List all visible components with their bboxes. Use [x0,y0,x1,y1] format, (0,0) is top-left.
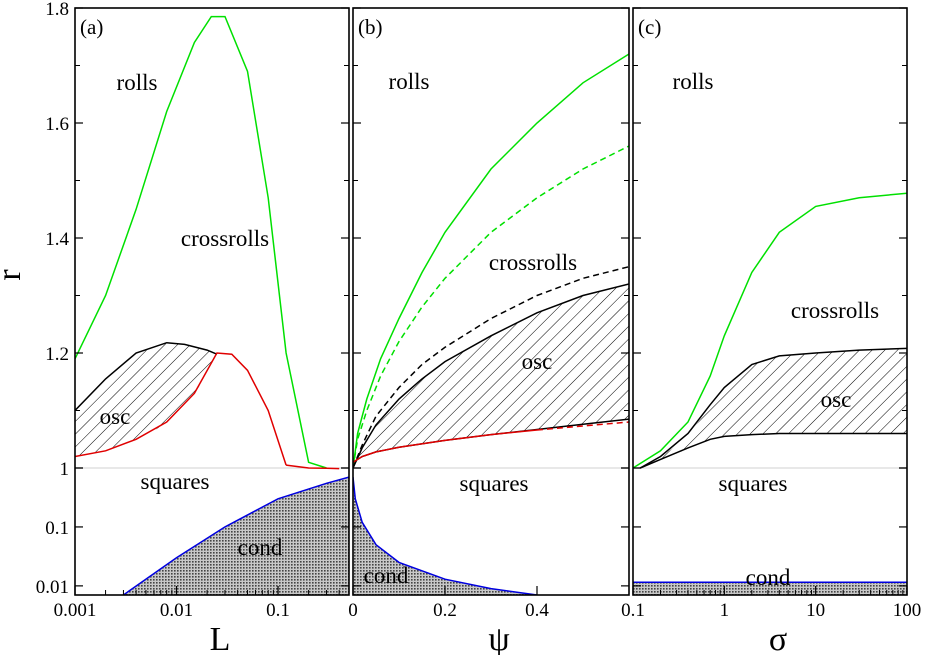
series-osc-upper [75,341,218,412]
cond-region-fill [123,477,349,595]
y-tick-label-log: 0.1 [45,518,69,539]
osc-region-hatch [75,342,217,457]
y-axis-label: r [0,269,28,281]
series-red-dashed [536,421,629,431]
x-tick-label: 0 [348,600,358,621]
region-label-osc: osc [100,404,131,429]
y-tick-label: 1.8 [45,0,69,20]
x-tick-label: 0.1 [621,600,645,621]
region-label-rolls: rolls [389,69,430,94]
series-osc-upper [353,283,629,469]
x-axis-label: ψ [488,621,509,655]
region-label-osc: osc [821,387,852,412]
cond-region-fill [353,477,537,595]
cond-region-fill [633,582,907,595]
region-label-crossrolls: crossrolls [489,250,577,275]
region-label-crossrolls: crossrolls [791,298,879,323]
x-tick-label: 0.2 [433,600,457,621]
y-tick-label: 1.2 [45,344,69,365]
osc-region-hatch [640,348,907,468]
panel-label: (a) [80,15,103,39]
region-label-cond: cond [364,563,409,588]
panel-frame [352,7,630,596]
series-cond-boundary [120,476,349,595]
panel-3: 0.1 1 10 100 σ (c) rolls crossrolls osc squares co… [621,7,922,655]
region-label-crossrolls: crossrolls [181,226,269,251]
panel-frame [74,7,350,596]
series-osc-upper [639,347,907,469]
region-label-cond: cond [746,565,791,590]
series-green-solid [353,53,629,469]
x-axis-label: σ [769,621,787,655]
panel-label: (b) [358,15,383,39]
series-red-tail [286,464,340,470]
x-tick-label: 0.01 [160,600,193,621]
series-osc-lower [75,352,287,466]
y-tick-label: 1.4 [45,229,69,250]
y-tick-label-log: 0.01 [36,577,69,598]
region-label-rolls: rolls [117,70,158,95]
series-cond-boundary [353,477,538,595]
x-tick-label: 1 [720,600,730,621]
y-tick-label: 1.6 [45,114,69,135]
region-label-cond: cond [238,535,283,560]
panel-label: (c) [638,15,661,39]
series-osc-lower-red [353,429,538,463]
region-label-squares: squares [460,471,529,496]
region-label-squares: squares [719,471,788,496]
series-green-dashed [353,145,629,469]
x-axis-label: L [210,621,231,655]
x-tick-label: 0.4 [525,600,549,621]
y-tick-label-log: 1 [60,459,70,480]
series-osc-lower [639,432,907,469]
panel-2: 0 0.2 0.4 ψ (b) rolls crossrolls osc squares cond [348,7,630,655]
x-tick-label: 10 [806,600,825,621]
panel-1: 0.001 0.01 0.1L(a)rollscrossrollsoscsquare… [36,0,350,655]
x-tick-label: 0.1 [266,600,290,621]
x-tick-label: 0.001 [54,600,97,621]
panel-frame [632,7,908,596]
osc-region-hatch [353,284,629,468]
series-green [633,192,907,469]
region-label-rolls: rolls [673,69,714,94]
series-black-dashed [353,265,629,469]
x-tick-label: 100 [893,600,922,621]
series-rolls-crossrolls [75,15,327,469]
region-label-osc: osc [522,349,553,374]
region-label-squares: squares [141,469,210,494]
